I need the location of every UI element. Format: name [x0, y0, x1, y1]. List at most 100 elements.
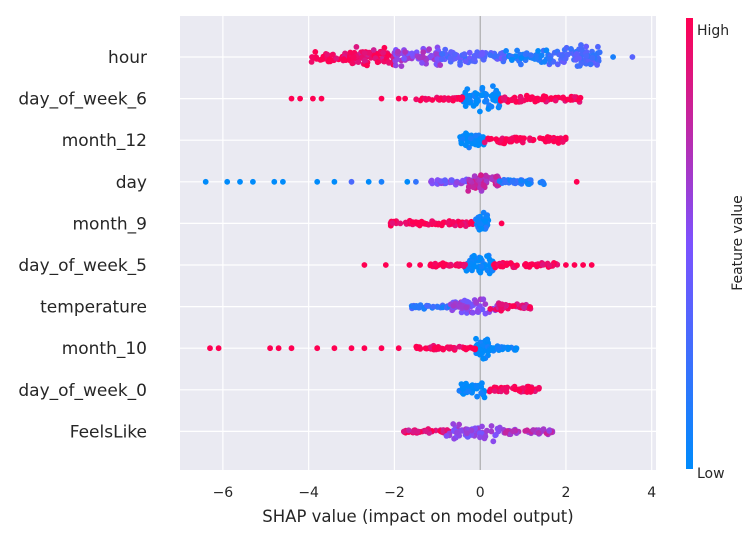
shap-point — [324, 51, 331, 58]
shap-point — [385, 59, 392, 65]
shap-point — [450, 303, 457, 309]
shap-point — [431, 344, 438, 351]
shap-point — [308, 59, 315, 65]
shap-point — [503, 136, 509, 142]
shap-point — [437, 62, 444, 68]
shap-point — [587, 61, 594, 68]
shap-point — [559, 52, 566, 59]
shap-point — [501, 178, 507, 185]
shap-point — [509, 97, 515, 104]
shap-point — [513, 134, 520, 141]
shap-point — [459, 136, 465, 143]
shap-outlier-point — [573, 178, 580, 185]
shap-point — [527, 94, 533, 101]
shap-outlier-point — [348, 345, 355, 352]
shap-point — [492, 97, 499, 104]
shap-point — [484, 427, 490, 434]
shap-point — [500, 386, 506, 393]
shap-point — [503, 48, 509, 54]
shap-point — [355, 59, 362, 65]
shap-point — [554, 61, 561, 68]
shap-point — [463, 345, 470, 352]
shap-point — [402, 49, 409, 55]
shap-point — [452, 51, 458, 58]
shap-point — [509, 178, 516, 185]
shap-point — [397, 220, 404, 227]
shap-point — [467, 220, 474, 227]
shap-point — [445, 97, 452, 103]
shap-point — [479, 84, 486, 91]
shap-point — [478, 263, 485, 270]
shap-point — [409, 50, 415, 57]
shap-point — [389, 220, 396, 227]
shap-point — [473, 383, 480, 390]
shap-point — [559, 95, 566, 101]
shap-point — [486, 347, 493, 354]
shap-point — [480, 296, 487, 303]
shap-outlier-point — [288, 345, 295, 352]
shap-outlier-point — [288, 95, 295, 102]
shap-point — [490, 92, 497, 99]
shap-point — [583, 43, 590, 50]
shap-point — [579, 46, 585, 53]
shap-point — [487, 52, 493, 58]
shap-outlier-point — [348, 178, 355, 185]
shap-outlier-point — [498, 220, 505, 227]
shap-point — [527, 304, 533, 310]
shap-point — [462, 142, 469, 149]
shap-point — [546, 56, 553, 62]
shap-point — [477, 346, 484, 353]
shap-point — [509, 56, 515, 63]
shap-point — [458, 140, 465, 147]
shap-point — [539, 261, 546, 268]
shap-point — [540, 96, 547, 103]
shap-point — [488, 423, 495, 429]
shap-point — [423, 428, 429, 435]
shap-point — [464, 430, 470, 437]
shap-point — [472, 345, 479, 352]
shap-point — [464, 298, 471, 305]
shap-outlier-point — [361, 262, 368, 268]
shap-point — [535, 48, 541, 54]
feature-row-points — [457, 130, 569, 151]
shap-point — [471, 173, 478, 180]
shap-point — [464, 131, 470, 138]
y-tick-label: month_12 — [62, 131, 147, 151]
shap-point — [461, 51, 468, 58]
shap-point — [401, 55, 407, 62]
shap-point — [528, 52, 534, 59]
shap-point — [512, 386, 518, 392]
shap-point — [470, 184, 477, 191]
shap-point — [563, 44, 570, 51]
shap-point — [536, 384, 542, 391]
shap-point — [428, 52, 435, 59]
shap-point — [445, 219, 452, 226]
shap-point — [535, 430, 542, 436]
shap-point — [410, 303, 417, 310]
shap-point — [473, 299, 480, 306]
shap-point — [420, 49, 427, 56]
shap-point — [313, 56, 320, 62]
shap-point — [439, 304, 446, 311]
shap-point — [427, 262, 434, 268]
shap-point — [490, 438, 497, 445]
y-tick-label: FeelsLike — [70, 422, 147, 442]
shap-outlier-point — [365, 178, 372, 185]
shap-point — [507, 136, 514, 143]
shap-point — [497, 137, 504, 144]
shap-point — [519, 139, 526, 146]
shap-point — [518, 55, 525, 61]
shap-point — [414, 221, 421, 228]
x-tick-label: −2 — [384, 485, 405, 501]
shap-outlier-point — [629, 54, 636, 60]
shap-point — [495, 90, 501, 97]
feature-row-points — [308, 42, 636, 69]
shap-point — [596, 49, 603, 56]
shap-point — [479, 92, 485, 98]
shap-point — [432, 260, 439, 267]
shap-point — [413, 96, 420, 103]
shap-point — [353, 44, 360, 50]
shap-point — [552, 97, 559, 104]
shap-point — [449, 177, 455, 184]
shap-point — [398, 63, 405, 69]
